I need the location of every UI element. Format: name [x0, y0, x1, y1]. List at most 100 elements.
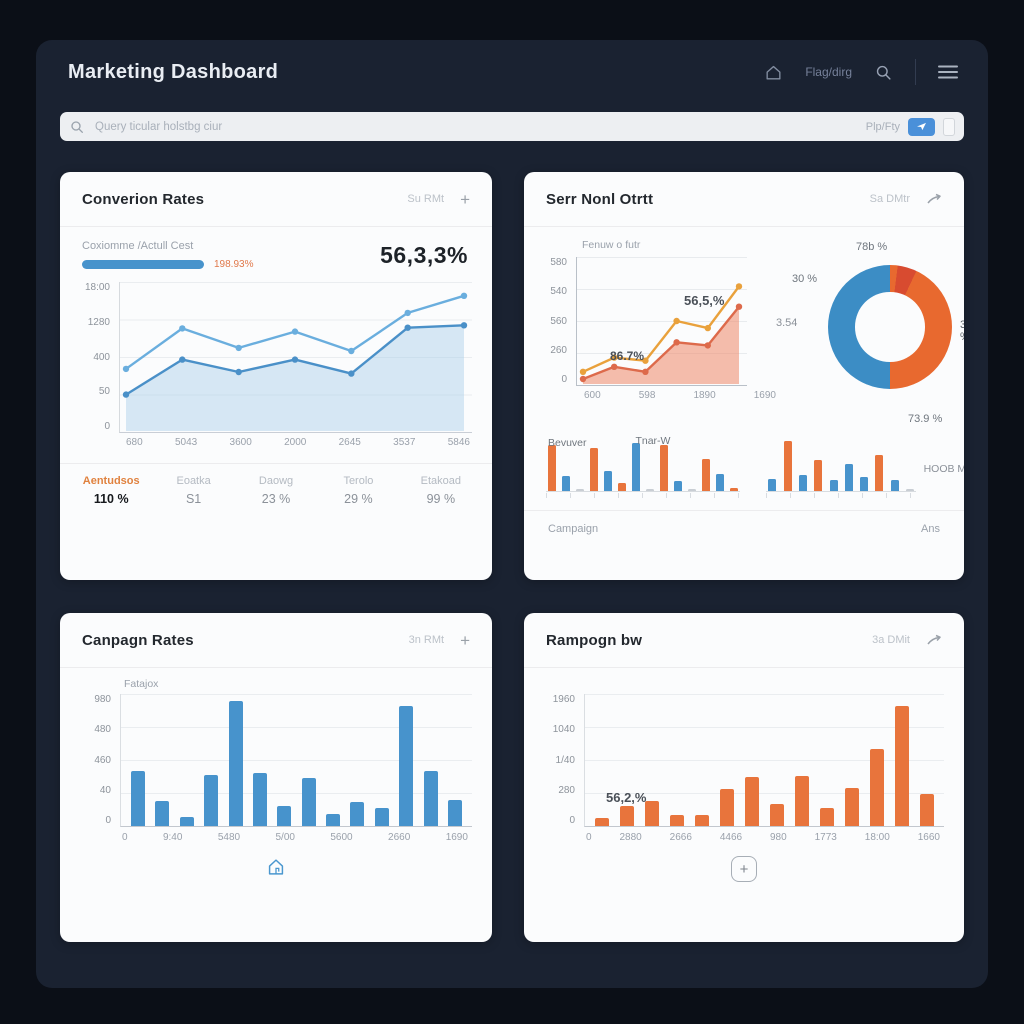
share-donut-chart: 78b % 30 % 3.54 30.8 % 73.9 %	[776, 237, 964, 437]
dashboard-panel: Marketing Dashboard Flag/dirg Plp/Fty	[36, 40, 988, 988]
bar	[301, 778, 316, 826]
axis-tick-label: 540	[550, 286, 567, 298]
bars	[546, 441, 741, 492]
axis-tick-label: 40	[99, 784, 111, 796]
annotation-value: 56,5,%	[684, 293, 725, 308]
x-axis: 0 2880 2666 4466 980 1773 18:00 1660	[524, 827, 964, 843]
bar	[204, 774, 219, 826]
axis-tick-label: 2645	[338, 437, 361, 448]
bar	[890, 480, 899, 491]
y-axis: 1960 1040 1/40 280 0	[536, 694, 584, 826]
bar	[620, 806, 634, 826]
home-icon[interactable]	[764, 63, 783, 82]
bar	[252, 773, 267, 826]
chart-label: Fatajox	[124, 678, 159, 690]
donut-label: 30 %	[792, 273, 818, 285]
bar	[770, 803, 784, 826]
bar	[870, 749, 884, 826]
kpi-legend-label: Coxiomme /Actull Cest	[82, 240, 194, 252]
bar	[576, 488, 585, 491]
bar	[875, 455, 884, 491]
axis-tick-label: 1660	[917, 832, 940, 843]
bar	[604, 471, 613, 491]
home-icon[interactable]	[265, 856, 287, 878]
stat-label: Daowg	[258, 475, 294, 487]
mini-chart-label: Tnar-W	[635, 435, 671, 447]
external-link-arrow-icon[interactable]	[926, 633, 942, 647]
month-area-chart: Fenuw o futr 580 540 560 260 0 600 598 1890 169…	[538, 237, 782, 437]
axis-tick-label: 4466	[719, 832, 743, 843]
annotation-value: 86.7%	[610, 349, 645, 363]
axis-tick-label: 600	[584, 390, 601, 401]
card-campaign-rates: Canpagn Rates 3n RMt + Fatajox 980 480 460…	[60, 613, 492, 942]
donut-label: 73.9 %	[908, 413, 943, 425]
search-icon[interactable]	[874, 63, 893, 82]
bar	[795, 775, 809, 826]
mini-bar-chart-2: HOOB M4	[766, 441, 964, 498]
plot-area	[119, 282, 472, 433]
card-header: Converion Rates Su RMt +	[60, 172, 492, 227]
line-chart-svg	[122, 292, 468, 431]
axis-tick-label: 18:00	[864, 832, 890, 843]
axis-tick-label: 0	[561, 374, 567, 385]
date-range-selector[interactable]: Su RMt	[407, 193, 445, 205]
bar	[548, 445, 556, 491]
axis-tick-label: 1773	[814, 832, 837, 843]
axis-tick-label: 2000	[284, 437, 307, 448]
search-input[interactable]	[93, 119, 858, 134]
tick-marks	[546, 493, 741, 498]
bar	[829, 480, 838, 491]
donut-label: 30.8 %	[960, 319, 964, 343]
y-axis: 580 540 560 260 0	[538, 257, 576, 385]
axis-tick-label: 2660	[388, 832, 411, 843]
stat-item: Eoatka S1	[152, 475, 234, 506]
axis-tick-label: 5043	[174, 437, 198, 448]
axis-tick-label: 1040	[552, 724, 575, 736]
axis-tick-label: 680	[126, 437, 143, 448]
campaign-orange-bar-chart: 1960 1040 1/40 280 0 56,2,%	[524, 694, 964, 827]
axis-tick-label: 980	[94, 694, 111, 705]
search-filter-label[interactable]: Plp/Fty	[865, 120, 900, 133]
axis-tick-label: 460	[94, 754, 111, 766]
bar	[844, 463, 853, 491]
plot-area	[584, 694, 944, 827]
axis-tick-label: 9:40	[162, 832, 183, 843]
nav-menu-item[interactable]: Flag/dirg	[805, 65, 852, 79]
date-range-selector[interactable]: 3a DMit	[872, 634, 910, 646]
axis-tick-label: 0	[569, 815, 575, 826]
axis-tick-label: 3600	[229, 437, 252, 448]
external-link-arrow-icon[interactable]	[926, 192, 942, 206]
add-square-icon[interactable]: +	[731, 856, 757, 882]
stat-label: Etakoad	[420, 475, 462, 487]
date-range-selector[interactable]: Sa DMtr	[869, 193, 910, 205]
bar	[590, 447, 599, 491]
campaign-bar-chart: 980 480 460 40 0	[60, 694, 492, 827]
stats-row: Aentudsos 110 % Eoatka S1 Daowg 23 % Ter…	[60, 463, 492, 506]
date-range-selector[interactable]: 3n RMt	[408, 634, 445, 646]
bar	[632, 442, 641, 491]
send-button[interactable]	[908, 117, 935, 136]
axis-tick-label: 2666	[669, 832, 692, 843]
bar	[845, 787, 859, 826]
bar	[716, 474, 725, 491]
bar	[447, 799, 462, 826]
axis-tick-label: 1690	[753, 390, 776, 401]
bars	[766, 441, 916, 492]
add-icon[interactable]: +	[460, 189, 470, 209]
bar	[799, 475, 807, 491]
card-footer: Campaign Ans	[524, 510, 964, 535]
hamburger-menu-icon[interactable]	[938, 64, 958, 80]
stat-label: Terolo	[343, 475, 374, 487]
add-icon[interactable]: +	[460, 630, 470, 650]
bar	[179, 816, 194, 826]
area-chart-title: Fenuw o futr	[582, 239, 641, 251]
bar	[660, 445, 669, 491]
conversion-line-chart: 18:00 1280 400 50 0	[60, 272, 492, 433]
axis-tick-label: 5/00	[275, 832, 295, 843]
x-axis: 0 9:40 5480 5/00 5600 2660 1690	[60, 827, 492, 843]
axis-tick-label: 598	[638, 390, 656, 401]
bar	[277, 806, 292, 826]
mini-bar-chart-1: Bevuver Tnar-W	[546, 435, 741, 498]
card-title: Rampogn bw	[546, 631, 643, 649]
donut	[828, 265, 952, 389]
